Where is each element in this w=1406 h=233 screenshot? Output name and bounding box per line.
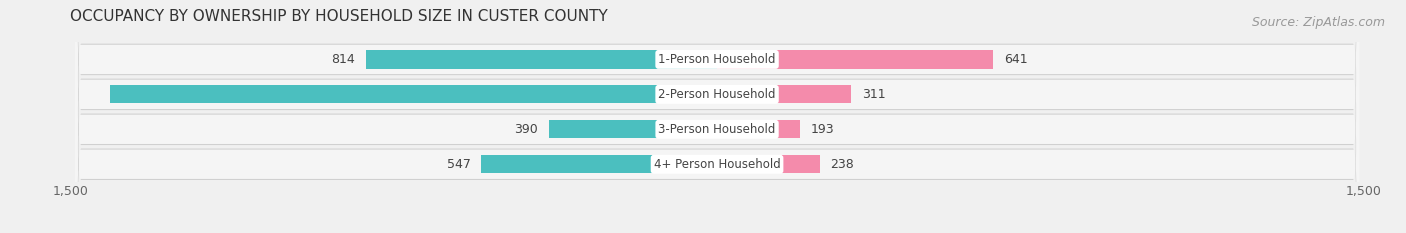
Text: 3-Person Household: 3-Person Household (658, 123, 776, 136)
FancyBboxPatch shape (75, 0, 1360, 233)
FancyBboxPatch shape (75, 0, 1360, 233)
Text: 1,409: 1,409 (704, 88, 740, 101)
Bar (717, 155, 820, 173)
Bar (366, 50, 717, 69)
FancyBboxPatch shape (75, 0, 1360, 233)
Bar (110, 85, 717, 103)
Bar (481, 155, 717, 173)
Text: 1-Person Household: 1-Person Household (658, 53, 776, 66)
Bar (717, 120, 800, 138)
FancyBboxPatch shape (75, 0, 1360, 233)
Text: 547: 547 (447, 158, 471, 171)
Text: 238: 238 (831, 158, 855, 171)
Text: Source: ZipAtlas.com: Source: ZipAtlas.com (1251, 16, 1385, 29)
FancyBboxPatch shape (75, 0, 1360, 233)
Bar (548, 120, 717, 138)
Text: 311: 311 (862, 88, 886, 101)
Text: 641: 641 (1004, 53, 1028, 66)
FancyBboxPatch shape (75, 0, 1360, 233)
Text: OCCUPANCY BY OWNERSHIP BY HOUSEHOLD SIZE IN CUSTER COUNTY: OCCUPANCY BY OWNERSHIP BY HOUSEHOLD SIZE… (70, 9, 607, 24)
FancyBboxPatch shape (75, 0, 1360, 233)
FancyBboxPatch shape (75, 0, 1360, 233)
Text: 390: 390 (515, 123, 538, 136)
Text: 193: 193 (811, 123, 835, 136)
Text: 814: 814 (332, 53, 356, 66)
Text: 2-Person Household: 2-Person Household (658, 88, 776, 101)
Bar (717, 85, 851, 103)
Text: 4+ Person Household: 4+ Person Household (654, 158, 780, 171)
Bar (717, 50, 994, 69)
